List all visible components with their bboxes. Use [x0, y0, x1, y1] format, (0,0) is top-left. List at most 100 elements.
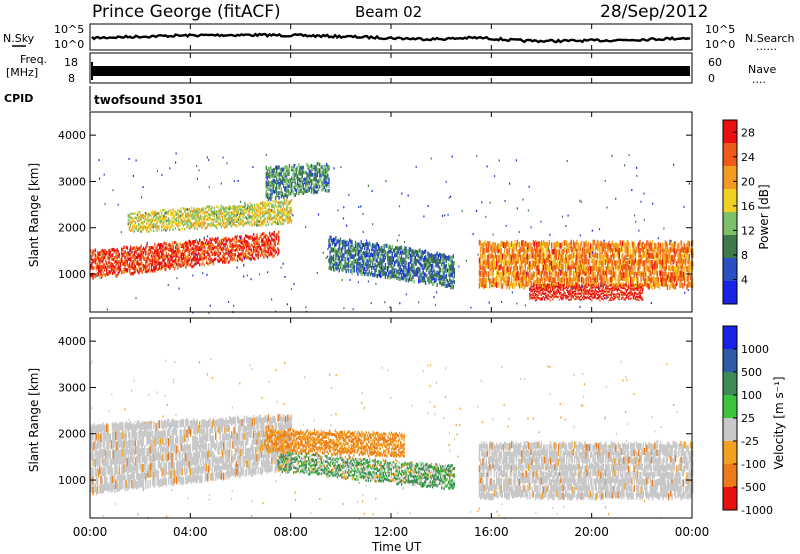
- heatmap-cell: [233, 212, 235, 215]
- heatmap-cell: [442, 267, 444, 272]
- heatmap-cell: [167, 222, 170, 225]
- heatmap-cell: [189, 248, 192, 252]
- heatmap-cell: [516, 266, 518, 272]
- heatmap-cell: [648, 257, 650, 263]
- heatmap-cell: [284, 218, 287, 222]
- heatmap-cell: [625, 253, 627, 260]
- heatmap-cell: [592, 239, 594, 246]
- heatmap-cell: [423, 272, 426, 277]
- heatmap-cell: [257, 256, 259, 260]
- heatmap-cell: [273, 209, 275, 213]
- heatmap-cell: [193, 223, 195, 226]
- heatmap-cell: [287, 221, 289, 225]
- heatmap-cell: [273, 190, 276, 194]
- heatmap-cell: [680, 254, 682, 261]
- heatmap-cell: [491, 248, 493, 255]
- heatmap-cell: [203, 218, 205, 222]
- heatmap-cell: [138, 252, 140, 256]
- heatmap-cell: [611, 248, 614, 254]
- heatmap-cell: [649, 252, 651, 259]
- heatmap-cell: [685, 262, 687, 269]
- heatmap-cell: [381, 248, 383, 253]
- heatmap-cell: [138, 216, 140, 220]
- heatmap-cell: [649, 260, 651, 266]
- heatmap-cell: [217, 244, 219, 248]
- heatmap-cell: [93, 258, 95, 262]
- heatmap-cell: [680, 240, 682, 247]
- heatmap-cell: [607, 246, 609, 253]
- heatmap-cell: [630, 253, 632, 259]
- heatmap-cell: [609, 280, 611, 286]
- heatmap-cell: [266, 238, 269, 242]
- heatmap-cell: [145, 259, 147, 264]
- heatmap-cell: [577, 286, 579, 288]
- heatmap-cell: [427, 258, 429, 263]
- heatmap-cell: [452, 265, 454, 270]
- heatmap-cell: [564, 270, 567, 277]
- heatmap-cell: [272, 199, 274, 203]
- heatmap-cell: [144, 225, 147, 229]
- heatmap-cell: [607, 253, 609, 260]
- heatmap-cell: [245, 207, 248, 211]
- heatmap-cell: [319, 170, 321, 175]
- heatmap-cell: [374, 268, 376, 273]
- heatmap-cell: [585, 254, 587, 260]
- heatmap-cell: [616, 263, 618, 270]
- heatmap-cell: [242, 252, 244, 256]
- heatmap-cell: [676, 275, 678, 282]
- heatmap-cell: [412, 249, 414, 254]
- heatmap-cell: [274, 195, 277, 200]
- heatmap-cell: [96, 251, 99, 255]
- heatmap-cell: [298, 191, 300, 196]
- heatmap-cell: [643, 277, 646, 284]
- heatmap-cell: [274, 200, 276, 203]
- heatmap-cell: [679, 262, 681, 269]
- heatmap-cell: [572, 276, 575, 282]
- heatmap-cell: [573, 293, 576, 296]
- heatmap-cell: [244, 215, 247, 219]
- heatmap-cell: [580, 264, 583, 270]
- heatmap-cell: [500, 240, 502, 247]
- heatmap-cell: [123, 253, 125, 258]
- heatmap-cell: [328, 265, 330, 270]
- heatmap-cell: [299, 184, 301, 188]
- heatmap-cell: [365, 254, 367, 259]
- heatmap-cell: [303, 177, 306, 182]
- heatmap-cell: [278, 251, 280, 255]
- heatmap-cell: [268, 220, 271, 224]
- heatmap-cell: [160, 215, 163, 218]
- heatmap-cell: [645, 266, 647, 273]
- heatmap-cell: [567, 247, 569, 254]
- heatmap-cell: [231, 212, 233, 216]
- heatmap-cell: [239, 257, 241, 261]
- heatmap-cell: [362, 261, 365, 266]
- heatmap-cell: [399, 260, 401, 265]
- heatmap-cell: [265, 254, 267, 258]
- heatmap-cell: [340, 240, 343, 245]
- heatmap-cell: [407, 272, 410, 277]
- heatmap-cell: [622, 246, 624, 252]
- heatmap-cell: [533, 245, 536, 252]
- heatmap-cell: [648, 270, 650, 277]
- heatmap-cell: [390, 255, 392, 260]
- heatmap-cell: [327, 188, 329, 193]
- heatmap-cell: [448, 271, 450, 276]
- heatmap-cell: [517, 280, 520, 287]
- heatmap-cell: [416, 250, 419, 255]
- heatmap-cell: [221, 212, 224, 215]
- heatmap-cell: [429, 279, 431, 284]
- heatmap-cell: [352, 245, 354, 250]
- heatmap-cell: [266, 195, 269, 199]
- heatmap-cell: [536, 277, 538, 284]
- heatmap-cell: [510, 271, 513, 278]
- heatmap-cell: [162, 214, 164, 217]
- heatmap-cell: [672, 246, 674, 253]
- heatmap-cell: [271, 252, 273, 255]
- heatmap-cell: [575, 295, 577, 298]
- heatmap-cell: [450, 256, 452, 261]
- heatmap-cell: [162, 219, 164, 222]
- heatmap-cell: [306, 181, 308, 185]
- heatmap-cell: [276, 208, 279, 212]
- heatmap-cell: [344, 245, 346, 250]
- heatmap-cell: [647, 265, 649, 272]
